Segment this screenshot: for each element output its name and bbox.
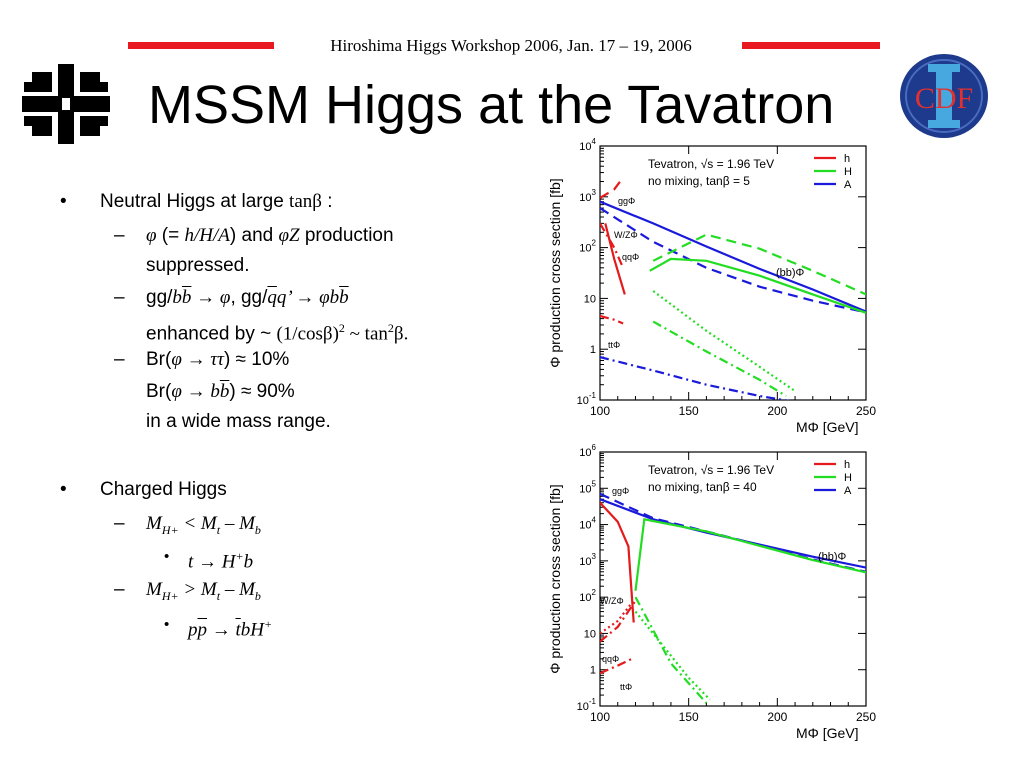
- cdf-logo: CDF: [900, 54, 988, 138]
- series-line-qq: [600, 602, 633, 635]
- legend-label: A: [844, 485, 852, 497]
- legend-label: h: [844, 459, 850, 471]
- series-line-wz: [652, 320, 787, 397]
- y-tick-label: 102: [579, 239, 596, 255]
- x-tick-label: 150: [679, 404, 699, 418]
- x-tick-label: 250: [856, 404, 876, 418]
- y-tick-label: 10: [584, 293, 596, 305]
- x-tick-label: 250: [856, 710, 876, 724]
- process-annotation: W/ZΦ: [600, 596, 624, 606]
- bullet-neutral-higgs: • Neutral Higgs at large tanβ :: [60, 191, 333, 212]
- chart-info-text: Tevatron, √s = 1.96 TeV: [648, 157, 774, 171]
- y-tick-label: 104: [579, 516, 596, 532]
- sub-bullet-suppressed-line2: suppressed.: [146, 255, 250, 276]
- x-tick-label: 150: [679, 710, 699, 724]
- y-tick-label: 104: [579, 137, 596, 153]
- process-annotation: qqΦ: [622, 252, 639, 262]
- y-tick-label: 1: [590, 344, 596, 356]
- cdf-logo-text: CDF: [915, 82, 973, 115]
- sub-sub-bullet-associated: • pp → tbH+: [164, 616, 273, 641]
- x-tick-label: 100: [590, 710, 610, 724]
- process-annotation: ttΦ: [620, 682, 632, 692]
- series-line-bb: [600, 200, 866, 313]
- sub-sub-bullet-top-decay: • t → H+b: [164, 548, 254, 573]
- fermilab-logo: [22, 64, 110, 144]
- tanb-math: tanβ: [289, 191, 322, 212]
- series-line-bb: [600, 207, 866, 314]
- process-annotation: (bb)Φ: [818, 551, 847, 563]
- sub-bullet-suppressed: – φ (= h/H/A) and φZ production: [114, 225, 394, 246]
- y-tick-label: 102: [579, 588, 596, 604]
- chart-info-text: Tevatron, √s = 1.96 TeV: [648, 463, 774, 477]
- y-tick-label: 10: [584, 628, 596, 640]
- series-line-wz: [600, 222, 625, 269]
- y-tick-label: 105: [579, 479, 596, 495]
- series-line-wz: [600, 600, 637, 643]
- slide-title: MSSM Higgs at the Tavatron: [148, 75, 835, 135]
- branching-bb-line: Br(φ → bb) ≈ 90%: [146, 381, 295, 402]
- process-annotation: ggΦ: [612, 486, 629, 496]
- y-tick-label: 106: [579, 443, 596, 459]
- x-axis-label: MΦ [GeV]: [796, 419, 859, 435]
- process-annotation: (bb)Φ: [776, 267, 805, 279]
- plot-frame: [599, 145, 867, 401]
- y-tick-label: 103: [579, 552, 596, 568]
- sub-bullet-branching: – Br(φ → ττ) ≈ 10%: [114, 349, 290, 370]
- workshop-header: Hiroshima Higgs Workshop 2006, Jan. 17 –…: [330, 36, 692, 55]
- header-right-bar: [742, 42, 880, 49]
- plot-frame: [599, 451, 867, 707]
- sub-bullet-light-charged: – MH+ < Mt – Mb: [114, 513, 261, 537]
- y-tick-label: 103: [579, 188, 596, 204]
- process-annotation: ttΦ: [608, 340, 620, 350]
- legend-label: H: [844, 472, 852, 484]
- mass-range-line: in a wide mass range.: [146, 411, 331, 432]
- y-tick-label: 1: [590, 665, 596, 677]
- process-annotation: ggΦ: [618, 196, 635, 206]
- header-left-bar: [128, 42, 274, 49]
- sub-bullet-heavy-charged: – MH+ > Mt – Mb: [114, 579, 261, 603]
- y-axis-label: Φ production cross section [fb]: [547, 484, 563, 673]
- series-line-bb: [604, 223, 626, 295]
- x-tick-label: 100: [590, 404, 610, 418]
- series-line-gg: [652, 233, 866, 296]
- x-tick-label: 200: [767, 404, 787, 418]
- process-annotation: qqΦ: [602, 654, 619, 664]
- legend-label: h: [844, 153, 850, 165]
- series-line-gg: [600, 176, 624, 199]
- series-line-tt: [600, 356, 791, 400]
- legend-label: A: [844, 179, 852, 191]
- series-line-qq: [600, 314, 624, 325]
- chart-info-text: no mixing, tanβ = 40: [648, 480, 757, 494]
- series-line-wz: [634, 596, 708, 704]
- x-tick-label: 200: [767, 710, 787, 724]
- series-line-qq: [634, 610, 711, 701]
- bullet-neutral-text: Neutral Higgs at large: [100, 191, 290, 212]
- series-line-bb: [634, 517, 866, 591]
- process-annotation: W/ZΦ: [614, 230, 638, 240]
- series-line-tt: [600, 657, 633, 675]
- series-line-bb: [600, 501, 635, 623]
- legend-label: H: [844, 166, 852, 178]
- x-axis-label: MΦ [GeV]: [796, 725, 859, 741]
- y-axis-label: Φ production cross section [fb]: [547, 178, 563, 367]
- bullet-charged-higgs: • Charged Higgs: [60, 479, 227, 500]
- chart-info-text: no mixing, tanβ = 5: [648, 174, 750, 188]
- sub-bullet-enhanced: – gg/bb → φ, gg/qq’ → φbb: [114, 287, 349, 308]
- sub-bullet-enhanced-line2: enhanced by ~ (1/cosβ)2 ~ tan2β.: [146, 321, 409, 345]
- series-line-bb: [649, 257, 866, 314]
